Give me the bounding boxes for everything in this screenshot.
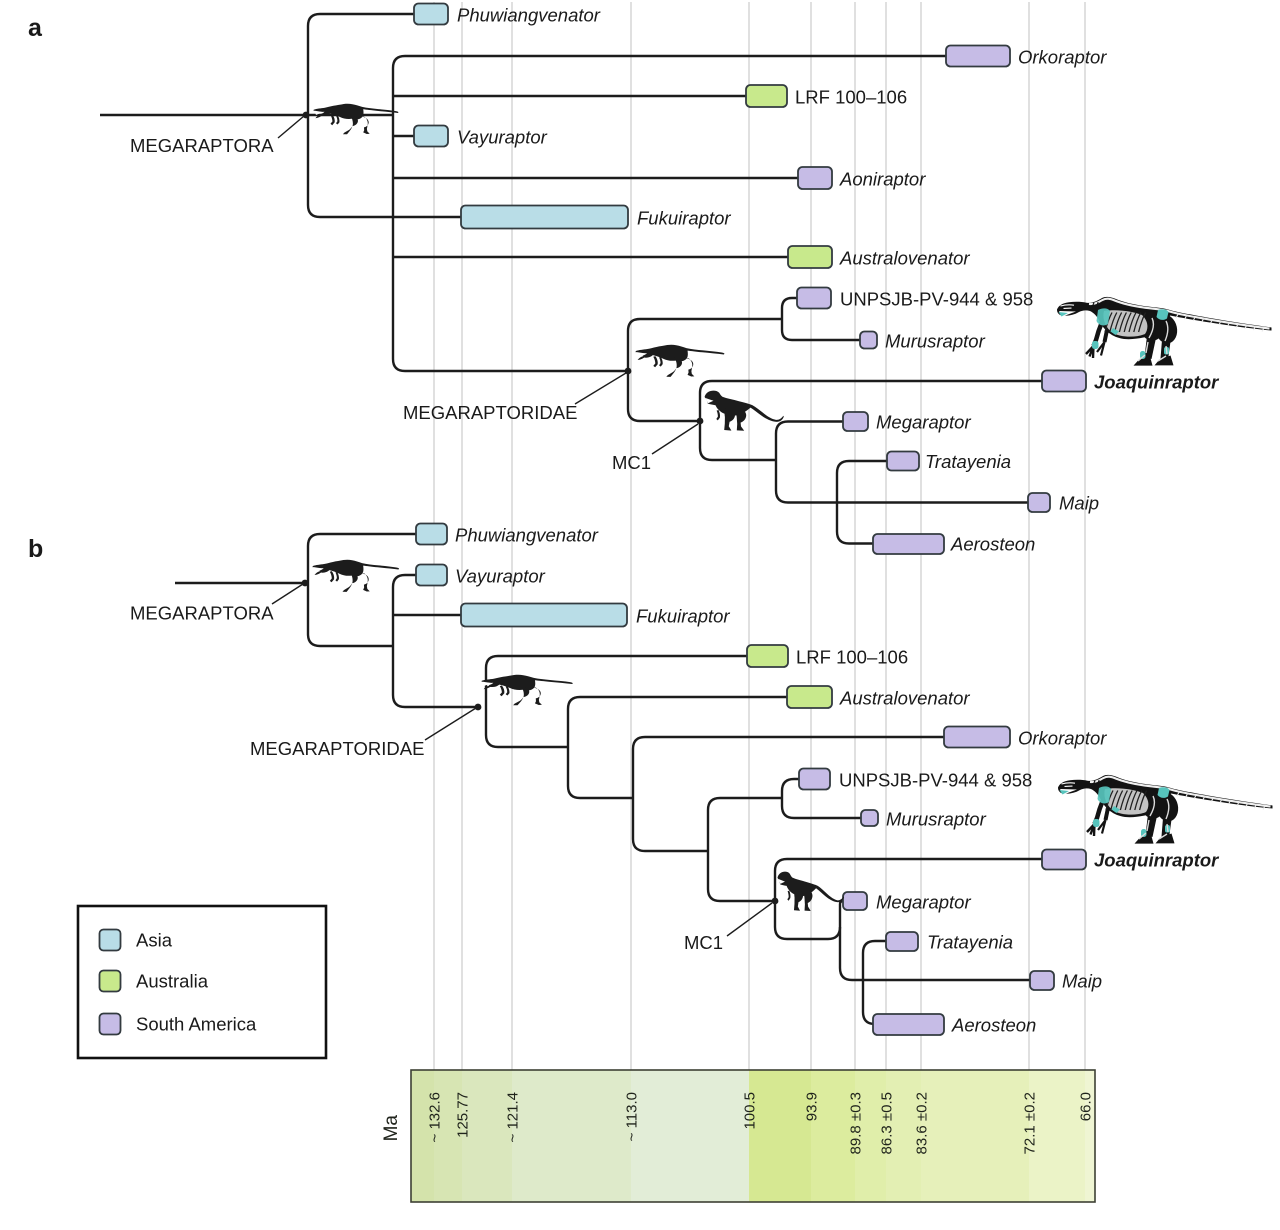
svg-text:93.9: 93.9 bbox=[804, 1092, 821, 1121]
svg-text:Aerosteon: Aerosteon bbox=[951, 1015, 1036, 1036]
svg-text:Vayuraptor: Vayuraptor bbox=[455, 566, 546, 587]
svg-text:MEGARAPTORA: MEGARAPTORA bbox=[130, 603, 274, 624]
svg-text:Tratayenia: Tratayenia bbox=[927, 932, 1013, 953]
svg-text:South America: South America bbox=[136, 1014, 257, 1035]
svg-text:UNPSJB-PV-944 & 958: UNPSJB-PV-944 & 958 bbox=[840, 289, 1033, 310]
svg-text:MC1: MC1 bbox=[612, 452, 651, 473]
svg-text:Orkoraptor: Orkoraptor bbox=[1018, 728, 1107, 749]
svg-text:Joaquinraptor: Joaquinraptor bbox=[1094, 372, 1220, 393]
svg-text:Aoniraptor: Aoniraptor bbox=[839, 169, 926, 190]
svg-text:Aerosteon: Aerosteon bbox=[950, 534, 1035, 555]
svg-text:Maip: Maip bbox=[1062, 971, 1102, 992]
svg-text:Maip: Maip bbox=[1059, 493, 1099, 514]
svg-text:Megaraptor: Megaraptor bbox=[876, 412, 971, 433]
svg-text:Murusraptor: Murusraptor bbox=[886, 809, 987, 830]
svg-text:Vayuraptor: Vayuraptor bbox=[457, 127, 548, 148]
svg-text:~ 121.4: ~ 121.4 bbox=[505, 1092, 522, 1142]
svg-text:Orkoraptor: Orkoraptor bbox=[1018, 47, 1107, 68]
svg-text:Ma: Ma bbox=[381, 1115, 402, 1142]
svg-text:MEGARAPTORIDAE: MEGARAPTORIDAE bbox=[403, 402, 577, 423]
svg-text:100.5: 100.5 bbox=[742, 1092, 759, 1130]
svg-text:Phuwiangvenator: Phuwiangvenator bbox=[455, 525, 599, 546]
svg-text:Tratayenia: Tratayenia bbox=[925, 451, 1011, 472]
svg-text:a: a bbox=[28, 14, 43, 42]
svg-text:LRF 100–106: LRF 100–106 bbox=[795, 87, 907, 108]
svg-text:125.77: 125.77 bbox=[455, 1092, 472, 1138]
svg-text:b: b bbox=[28, 535, 43, 563]
svg-text:86.3 ±0.5: 86.3 ±0.5 bbox=[879, 1092, 896, 1154]
svg-text:~ 132.6: ~ 132.6 bbox=[427, 1092, 444, 1142]
svg-text:Australovenator: Australovenator bbox=[839, 248, 970, 269]
svg-text:~ 113.0: ~ 113.0 bbox=[624, 1092, 641, 1141]
svg-text:66.0: 66.0 bbox=[1078, 1092, 1095, 1121]
svg-text:Australovenator: Australovenator bbox=[839, 688, 970, 709]
svg-text:UNPSJB-PV-944 & 958: UNPSJB-PV-944 & 958 bbox=[839, 770, 1032, 791]
svg-text:Phuwiangvenator: Phuwiangvenator bbox=[457, 5, 601, 26]
svg-text:83.6 ±0.2: 83.6 ±0.2 bbox=[914, 1092, 931, 1154]
svg-text:89.8 ±0.3: 89.8 ±0.3 bbox=[848, 1092, 865, 1154]
svg-text:Fukuiraptor: Fukuiraptor bbox=[636, 606, 730, 627]
svg-text:Megaraptor: Megaraptor bbox=[876, 892, 971, 913]
svg-text:MC1: MC1 bbox=[684, 932, 723, 953]
svg-text:Fukuiraptor: Fukuiraptor bbox=[637, 208, 731, 229]
svg-text:MEGARAPTORA: MEGARAPTORA bbox=[130, 135, 274, 156]
svg-text:Asia: Asia bbox=[136, 930, 173, 951]
svg-text:Joaquinraptor: Joaquinraptor bbox=[1094, 850, 1220, 871]
svg-text:MEGARAPTORIDAE: MEGARAPTORIDAE bbox=[250, 738, 424, 759]
svg-text:LRF 100–106: LRF 100–106 bbox=[796, 647, 908, 668]
svg-text:72.1 ±0.2: 72.1 ±0.2 bbox=[1022, 1092, 1039, 1154]
svg-text:Australia: Australia bbox=[136, 971, 209, 992]
svg-text:Murusraptor: Murusraptor bbox=[885, 331, 986, 352]
